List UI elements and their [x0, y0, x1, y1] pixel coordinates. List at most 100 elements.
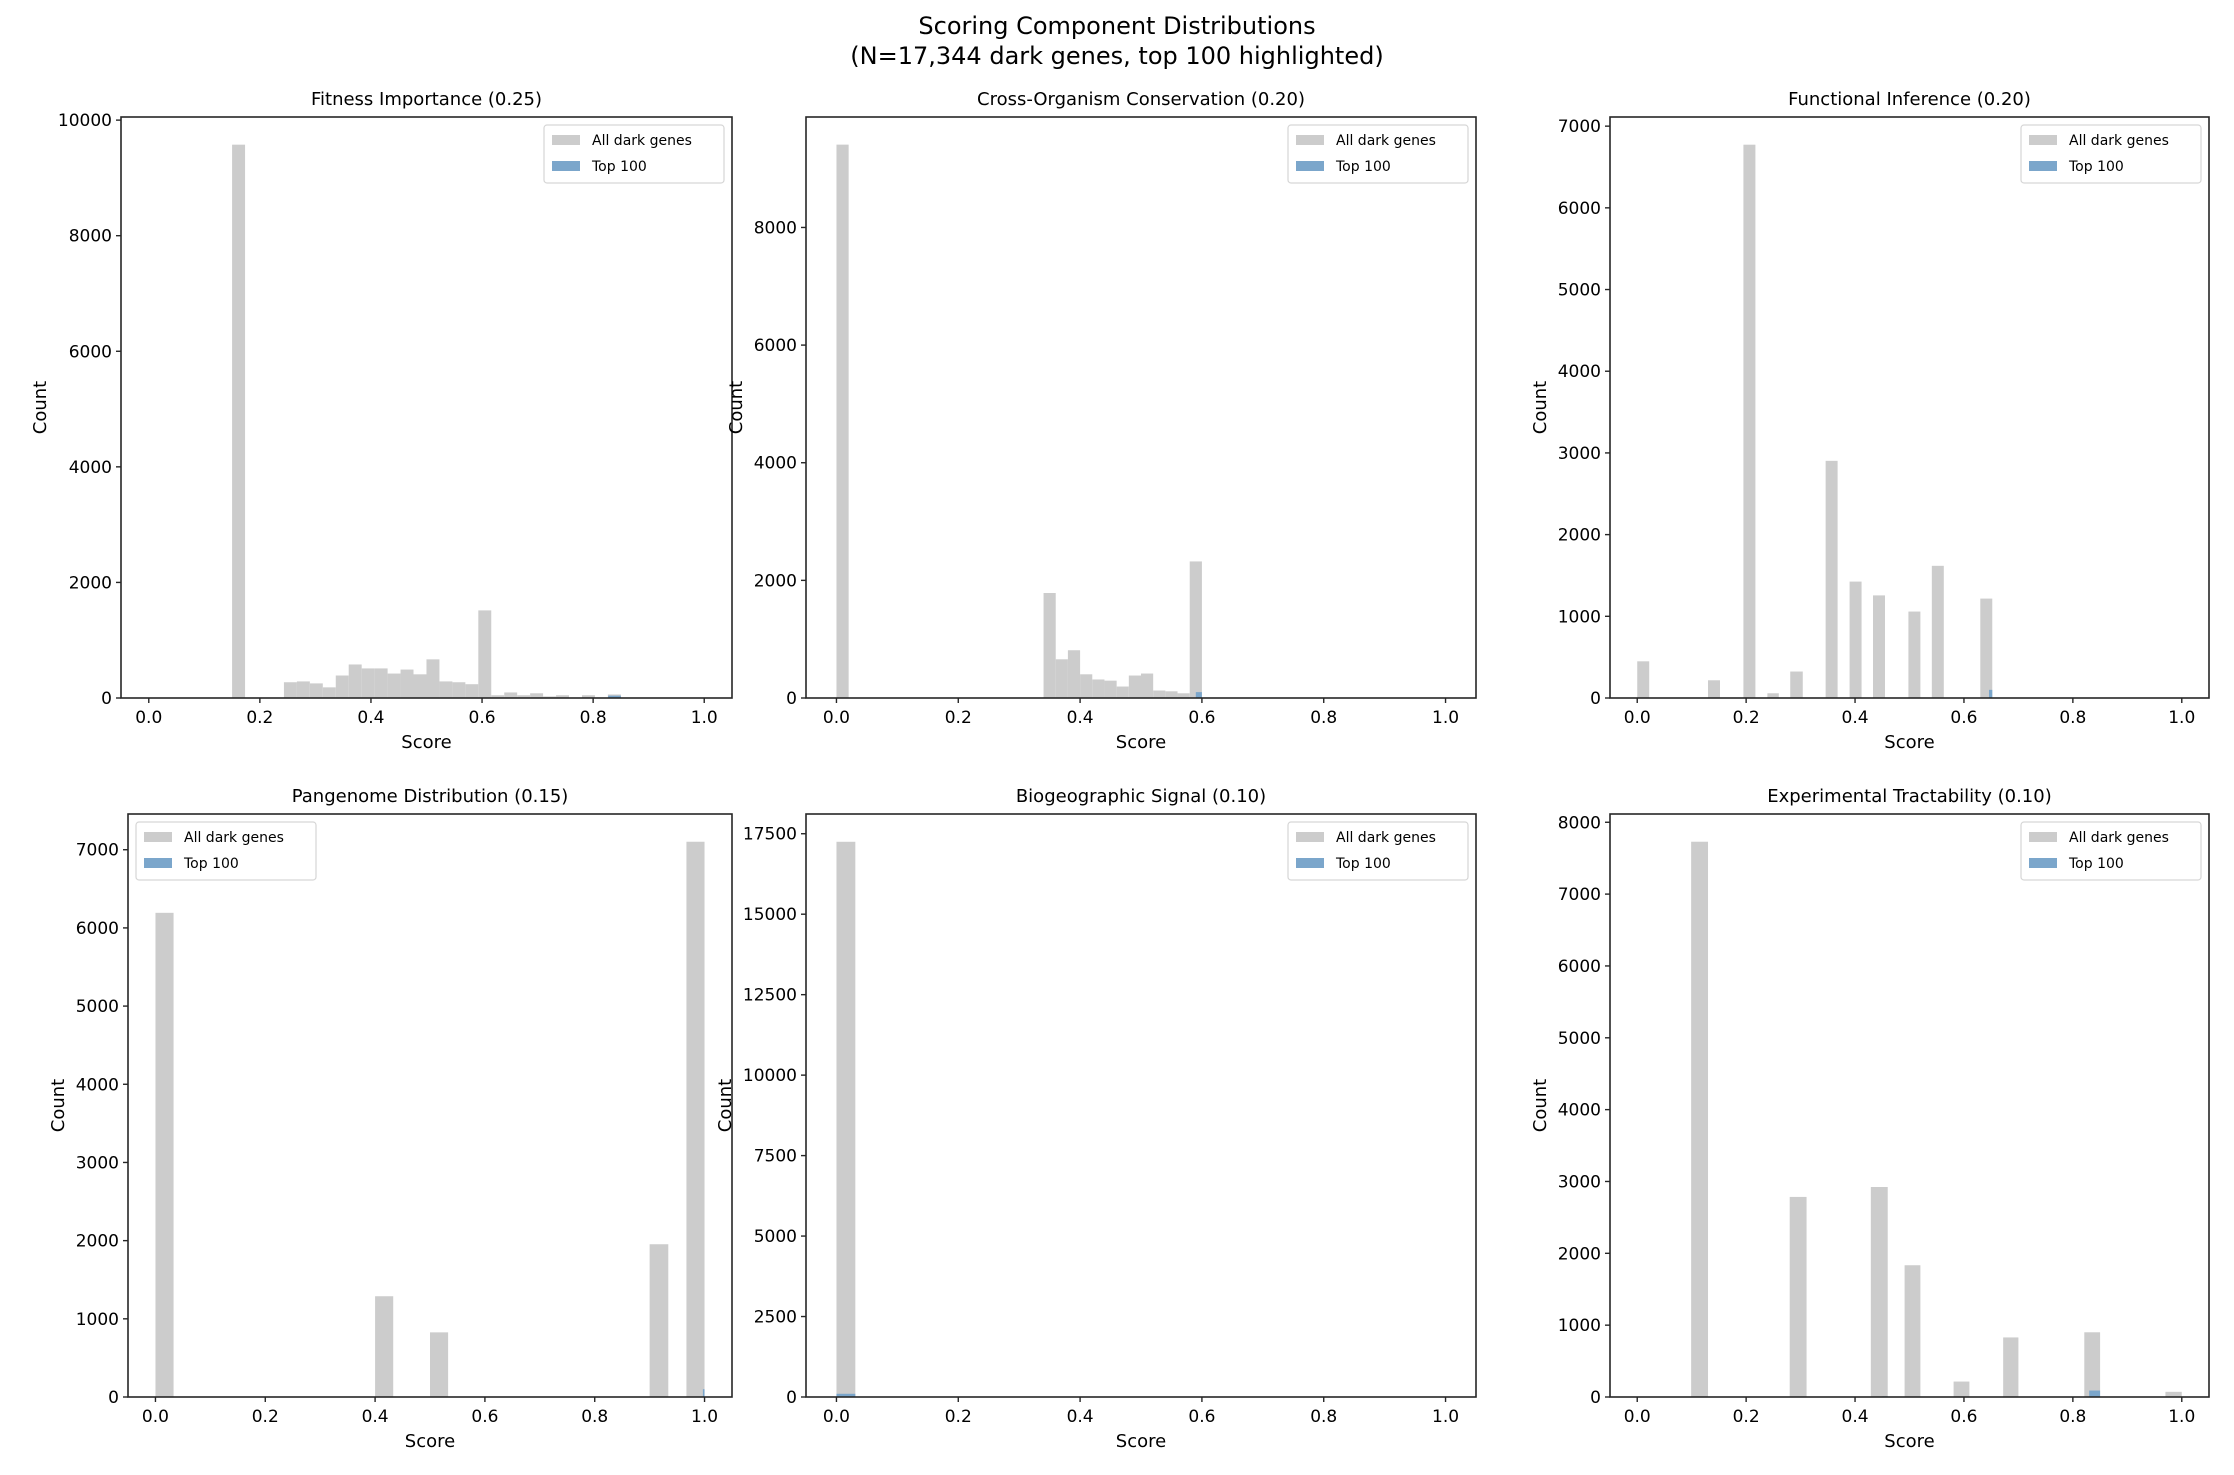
histogram-bar	[2089, 1390, 2101, 1397]
y-tick-label: 1000	[1558, 607, 1601, 627]
series-all-dark-genes	[836, 841, 856, 1397]
subplot-title: Pangenome Distribution (0.15)	[292, 786, 569, 807]
y-tick-label: 5000	[1558, 281, 1601, 301]
axes-frame	[120, 116, 733, 699]
y-tick-label: 3000	[1558, 1172, 1601, 1192]
histogram-bar	[1908, 611, 1921, 698]
histogram-bar	[232, 144, 246, 698]
x-tick-label: 0.4	[1842, 708, 1869, 728]
histogram-bar	[374, 668, 388, 698]
histogram-bar	[1931, 565, 1944, 698]
x-tick-label: 0.6	[1188, 1407, 1215, 1427]
y-tick-label: 7000	[1558, 885, 1601, 905]
x-axis-label: Score	[1884, 732, 1934, 753]
legend-swatch-all-dark-genes	[552, 135, 580, 145]
x-tick-label: 0.4	[1067, 1407, 1094, 1427]
x-tick-label: 0.0	[135, 708, 162, 728]
x-tick-label: 0.4	[362, 1407, 389, 1427]
legend-swatch-all-dark-genes	[144, 832, 172, 842]
y-tick-label: 8000	[754, 218, 797, 238]
histogram-bar	[1904, 1265, 1921, 1397]
histogram-bar	[1637, 661, 1650, 698]
histogram-bar	[530, 693, 544, 698]
histogram-bar	[413, 674, 427, 698]
histogram-bar	[836, 841, 856, 1397]
histogram-bar	[309, 683, 323, 698]
subplot-title: Functional Inference (0.20)	[1788, 89, 2031, 110]
y-tick-label: 0	[786, 689, 797, 709]
histogram-bar	[1708, 680, 1720, 698]
legend-box	[543, 124, 725, 184]
legend: All dark genes Top 100	[543, 124, 725, 184]
series-top-100	[608, 695, 621, 698]
histogram-bar	[1189, 561, 1202, 698]
histogram-bar	[1873, 595, 1885, 698]
legend: All dark genes Top 100	[1287, 821, 1469, 881]
subplot-title: Fitness Importance (0.25)	[311, 89, 542, 110]
y-tick-label: 3000	[1558, 444, 1601, 464]
x-tick-label: 0.8	[580, 708, 607, 728]
series-top-100	[1195, 692, 1202, 698]
y-tick-label: 6000	[1558, 957, 1601, 977]
histogram-bar	[1153, 690, 1166, 698]
y-axis-label: Count	[48, 1079, 69, 1132]
histogram-bar	[1691, 841, 1709, 1397]
histogram-bar	[1767, 693, 1779, 698]
legend-swatch-top-100	[2029, 161, 2057, 171]
x-tick-label: 0.2	[945, 708, 972, 728]
y-tick-label: 0	[108, 1388, 119, 1408]
legend-label: All dark genes	[2069, 830, 2169, 846]
y-tick-label: 7000	[1558, 117, 1601, 137]
legend: All dark genes Top 100	[2020, 821, 2202, 881]
histogram-bar	[1116, 686, 1129, 698]
histogram-bar	[1141, 673, 1154, 698]
series-all-dark-genes	[1637, 144, 1993, 698]
legend-label: All dark genes	[592, 133, 692, 149]
y-tick-label: 10000	[58, 111, 112, 131]
legend-label: All dark genes	[2069, 133, 2169, 149]
histogram-bar	[1177, 693, 1190, 698]
y-tick-label: 4000	[69, 458, 112, 478]
histogram-bar	[426, 659, 440, 698]
legend-swatch-top-100	[2029, 858, 2057, 868]
x-tick-label: 0.8	[2059, 1407, 2086, 1427]
subplot-3: Functional Inference (0.20) 0.0 0.2 0.4 0.6 0…	[1530, 89, 2210, 753]
series-all-dark-genes	[155, 841, 705, 1397]
y-tick-label: 4000	[1558, 1101, 1601, 1121]
figure-title-line1: Scoring Component Distributions	[918, 12, 1315, 40]
histogram-bar	[836, 1393, 856, 1397]
y-tick-label: 8000	[69, 227, 112, 247]
histogram-bar	[296, 681, 310, 698]
histogram-bar	[649, 1244, 669, 1397]
histogram-bar	[1195, 692, 1202, 698]
histogram-bar	[1953, 1381, 1970, 1397]
y-tick-label: 2000	[754, 571, 797, 591]
y-axis-label: Count	[30, 381, 51, 434]
legend-label: All dark genes	[184, 830, 284, 846]
series-all-dark-genes	[836, 144, 1202, 698]
x-tick-label: 0.2	[1733, 1407, 1760, 1427]
figure-title-line2: (N=17,344 dark genes, top 100 highlighte…	[850, 42, 1383, 70]
x-tick-label: 1.0	[2168, 1407, 2195, 1427]
histogram-bar	[1789, 1196, 1807, 1397]
histogram-bar	[478, 610, 492, 698]
x-tick-label: 0.8	[1310, 708, 1337, 728]
axes-frame	[805, 813, 1477, 1398]
x-tick-label: 0.0	[142, 1407, 169, 1427]
y-tick-label: 7500	[754, 1147, 797, 1167]
legend-box	[2020, 124, 2202, 184]
y-tick-label: 8000	[1558, 813, 1601, 833]
legend-label: Top 100	[1335, 856, 1391, 872]
subplot-title: Biogeographic Signal (0.10)	[1016, 786, 1266, 807]
histogram-bar	[1790, 671, 1803, 698]
x-tick-label: 0.0	[823, 708, 850, 728]
histogram-bar	[430, 1332, 449, 1397]
legend-label: Top 100	[2068, 856, 2124, 872]
x-tick-label: 0.0	[1624, 708, 1651, 728]
y-tick-label: 2000	[1558, 526, 1601, 546]
histogram-bar	[686, 841, 705, 1397]
legend-swatch-top-100	[1296, 858, 1324, 868]
y-tick-label: 3000	[76, 1153, 119, 1173]
y-tick-label: 0	[101, 689, 112, 709]
